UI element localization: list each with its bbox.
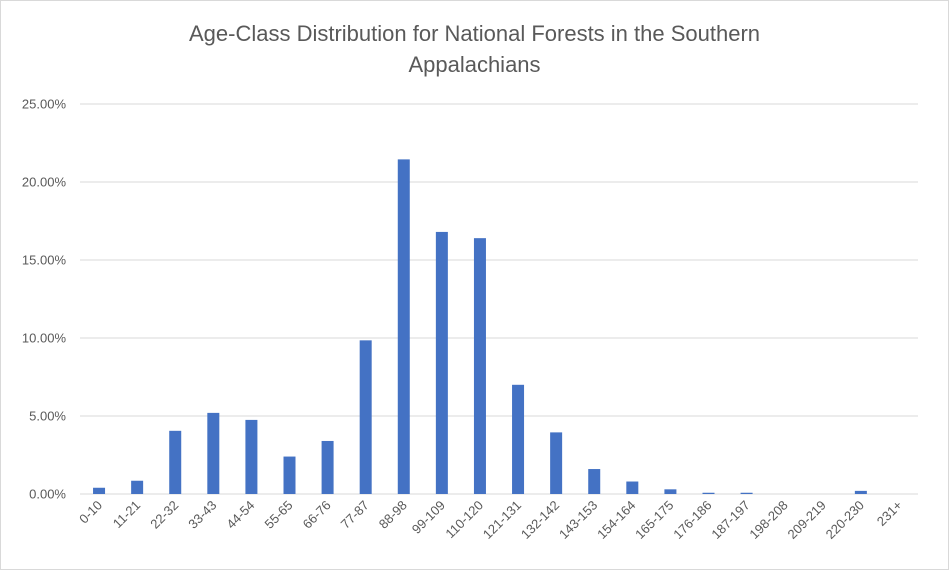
x-tick-label: 44-54 xyxy=(223,498,257,532)
y-tick-label: 10.00% xyxy=(22,331,67,346)
x-tick-label: 165-175 xyxy=(632,498,676,542)
bar-165-175 xyxy=(664,489,677,494)
x-axis-ticks: 0-10 11-21 22-32 33-43 44-54 55-65 66-76 77-87 8… xyxy=(76,498,905,542)
y-tick-label: 20.00% xyxy=(22,175,67,190)
x-tick-label: 209-219 xyxy=(785,498,829,542)
bar-99-109 xyxy=(435,231,448,495)
x-tick-label: 55-65 xyxy=(262,498,296,532)
bar-88-98 xyxy=(397,159,410,494)
x-tick-label: 110-120 xyxy=(442,498,486,542)
x-tick-label: 0-10 xyxy=(76,498,105,527)
bar-55-65 xyxy=(283,456,296,494)
chart-title-line-1: Age-Class Distribution for National Fore… xyxy=(188,21,761,46)
x-tick-label: 220-230 xyxy=(823,498,867,542)
x-tick-label: 198-208 xyxy=(746,498,790,542)
bar-220-230 xyxy=(854,490,867,494)
x-tick-label: 187-197 xyxy=(708,498,752,542)
bar-22-32 xyxy=(169,430,182,494)
bar-66-76 xyxy=(321,440,334,494)
bar-121-131 xyxy=(512,384,525,494)
y-tick-label: 25.00% xyxy=(22,97,67,112)
bar-11-21 xyxy=(131,480,144,494)
x-tick-label: 154-164 xyxy=(594,498,638,542)
x-tick-label: 176-186 xyxy=(670,498,714,542)
bar-77-87 xyxy=(359,340,372,494)
x-tick-label: 77-87 xyxy=(338,498,372,532)
x-tick-label: 88-98 xyxy=(376,498,410,532)
bars xyxy=(93,159,867,495)
y-tick-label: 15.00% xyxy=(22,253,67,268)
x-tick-label: 132-142 xyxy=(518,498,562,542)
gridlines xyxy=(80,103,918,495)
x-tick-label: 22-32 xyxy=(147,498,181,532)
x-tick-label: 11-21 xyxy=(110,498,143,531)
bar-176-186 xyxy=(702,492,715,494)
x-tick-label: 66-76 xyxy=(300,498,334,532)
x-tick-label: 231+ xyxy=(874,498,905,529)
bar-110-120 xyxy=(473,238,486,494)
y-tick-label: 0.00% xyxy=(29,487,66,502)
y-tick-label: 5.00% xyxy=(29,409,66,424)
bar-33-43 xyxy=(207,412,220,494)
chart-title: Age-Class Distribution for National Fore… xyxy=(0,18,949,80)
chart-title-line-2: Appalachians xyxy=(408,52,541,77)
y-axis-ticks: 0.00% 5.00% 10.00% 15.00% 20.00% 25.00% xyxy=(22,97,67,502)
bar-143-153 xyxy=(588,469,601,494)
bar-44-54 xyxy=(245,419,258,494)
x-tick-label: 143-153 xyxy=(556,498,600,542)
x-tick-label: 121-131 xyxy=(480,498,524,542)
x-tick-label: 33-43 xyxy=(185,498,219,532)
bar-187-197 xyxy=(740,492,753,494)
bar-132-142 xyxy=(550,432,563,494)
bar-0-10 xyxy=(93,487,106,494)
bar-154-164 xyxy=(626,481,639,494)
